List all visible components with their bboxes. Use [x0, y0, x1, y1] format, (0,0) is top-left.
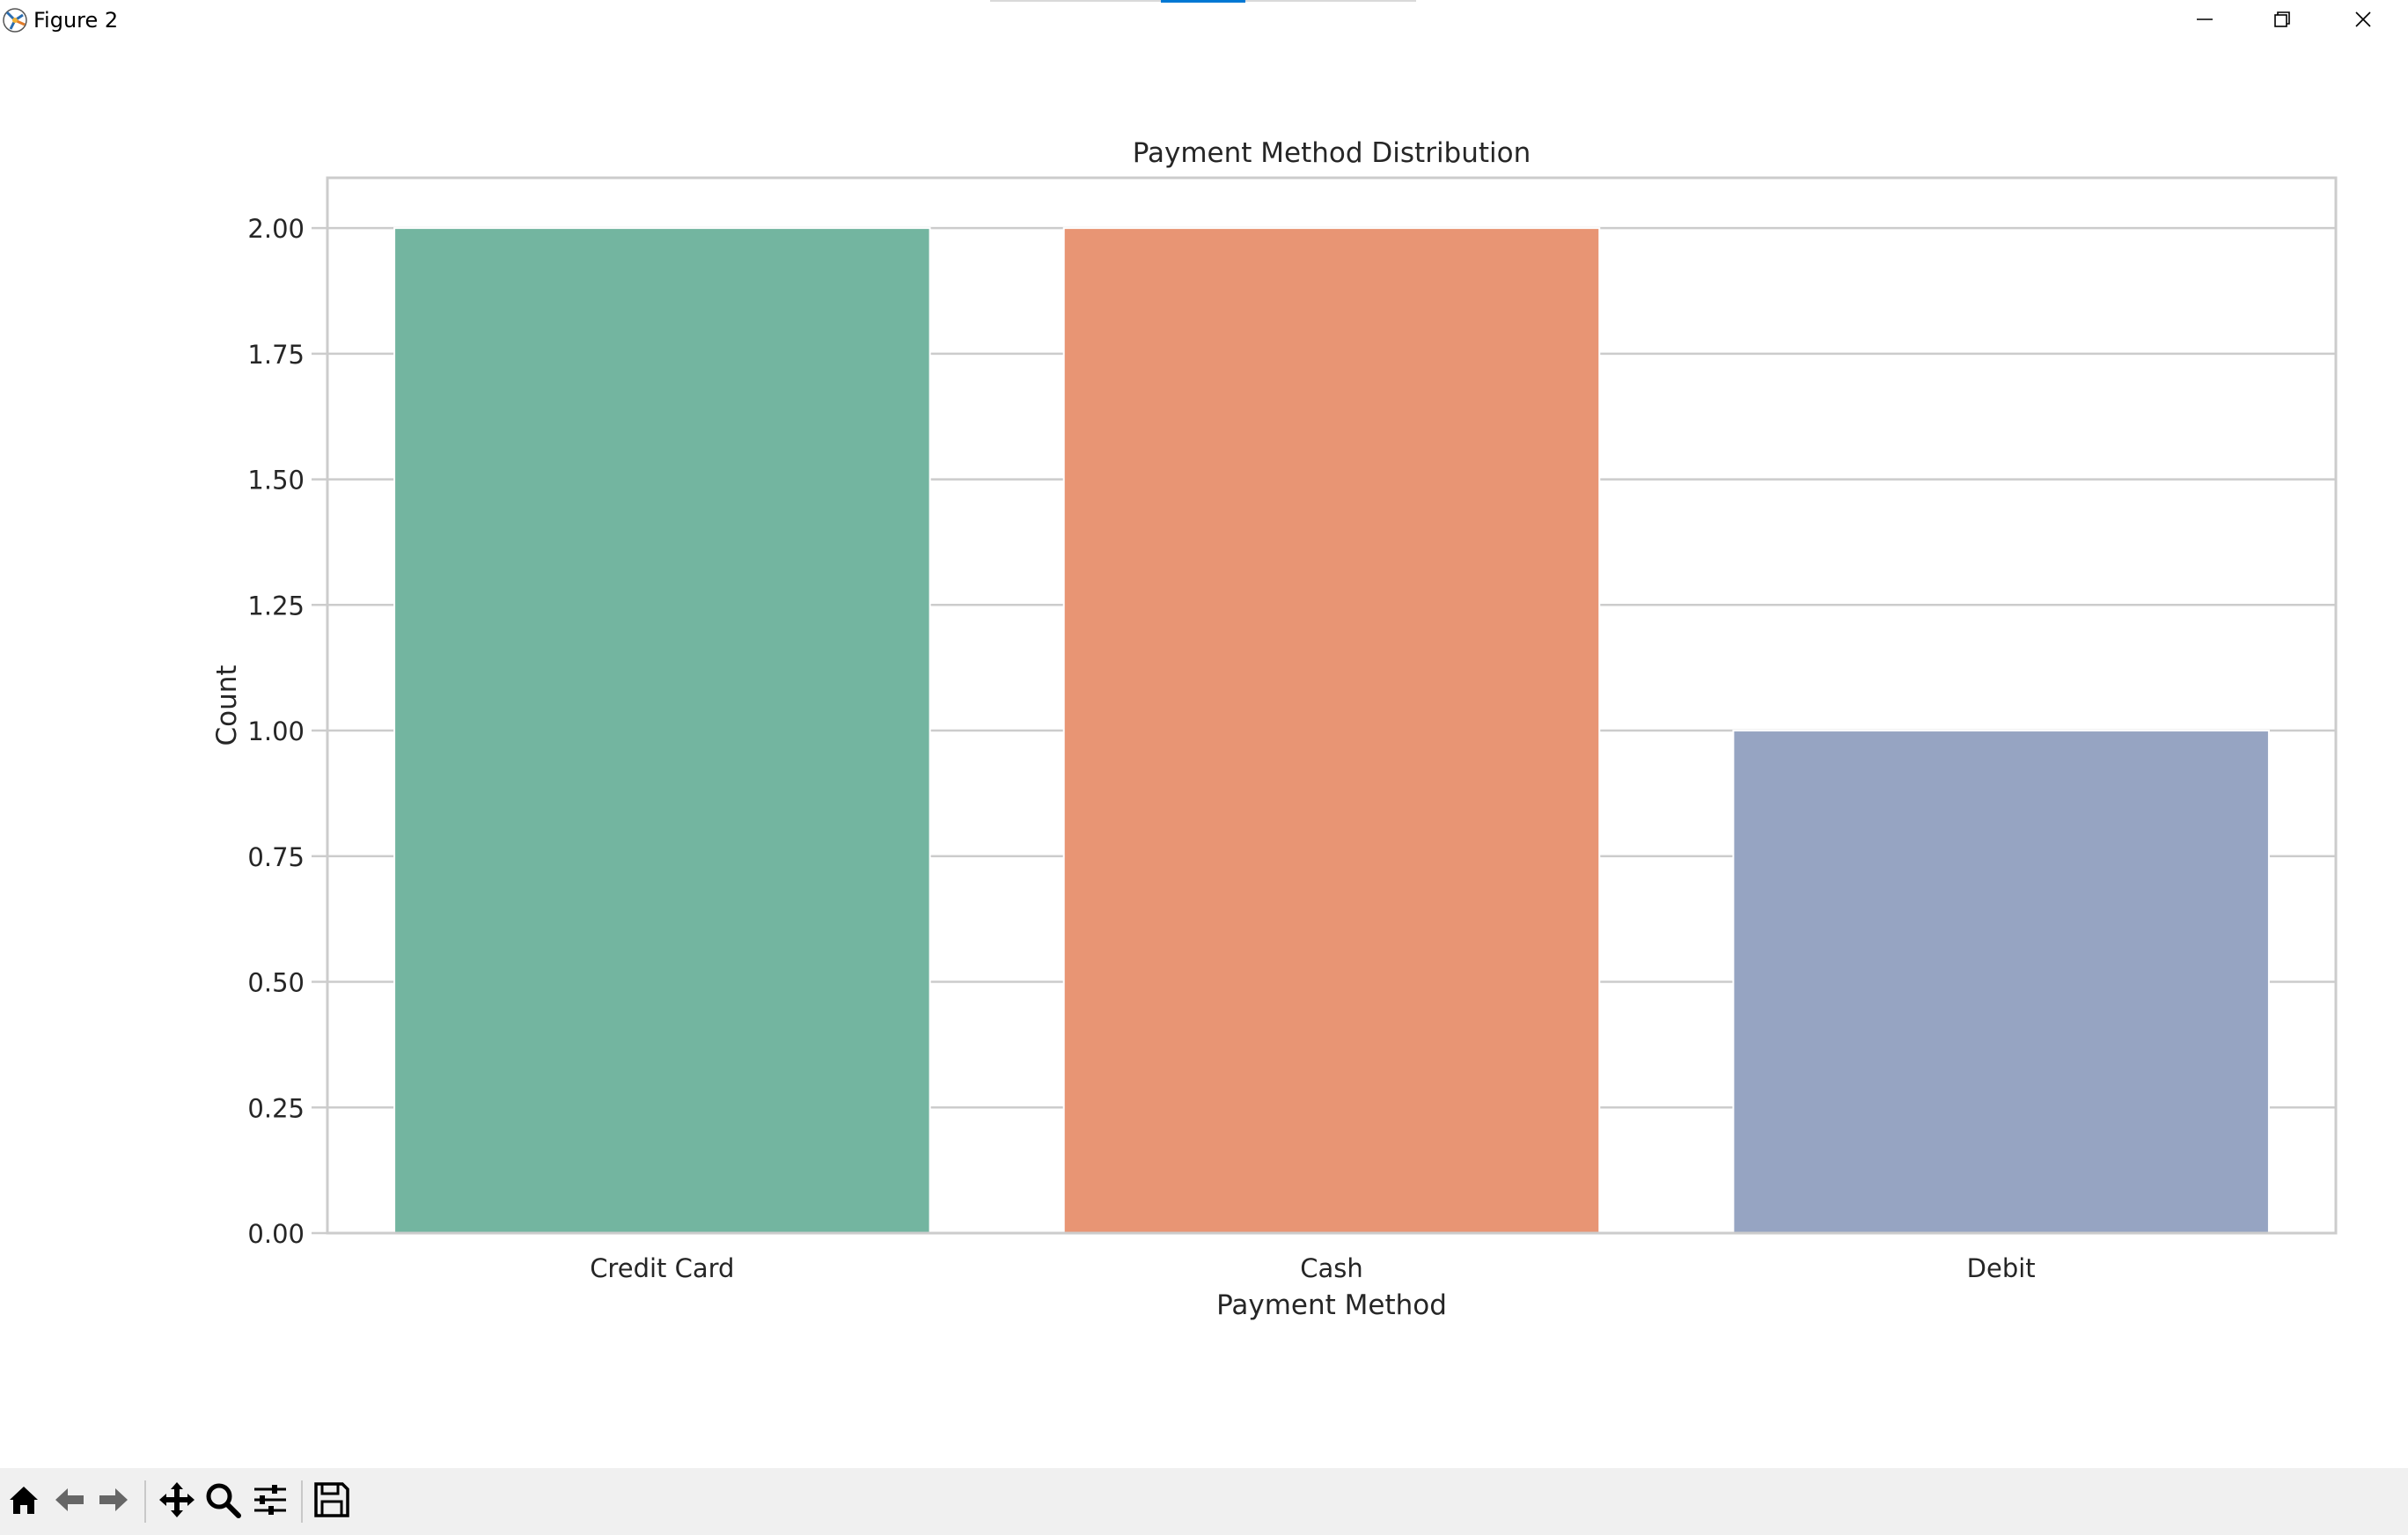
toolbar-separator [301, 1480, 303, 1523]
y-tick-label: 1.25 [247, 591, 305, 621]
restore-button[interactable] [2243, 0, 2322, 39]
y-tick-label: 0.25 [247, 1093, 305, 1123]
x-ticks: Credit Card Cash Debit [590, 1253, 2035, 1283]
title-bar[interactable]: Figure 2 [0, 0, 2408, 40]
close-icon [2353, 10, 2373, 29]
pan-icon [158, 1480, 196, 1523]
back-button[interactable] [48, 1479, 92, 1524]
pan-button[interactable] [155, 1479, 199, 1524]
y-tick-label: 1.75 [247, 340, 305, 370]
y-tick-label: 1.50 [247, 466, 305, 496]
bar-chart: 0.00 0.25 0.50 0.75 1.00 1.25 1.50 1.75 2.00 Cre… [211, 137, 2338, 1321]
y-tick-label: 0.50 [247, 968, 305, 998]
configure-subplots-button[interactable] [248, 1479, 292, 1524]
forward-button[interactable] [92, 1479, 136, 1524]
bars [393, 227, 2270, 1235]
minimize-icon [2195, 10, 2214, 29]
x-tick-label: Debit [1967, 1253, 2036, 1283]
forward-arrow-icon [96, 1482, 131, 1521]
save-icon [312, 1480, 351, 1523]
window-title: Figure 2 [33, 8, 119, 33]
bar-credit-card [393, 227, 931, 1235]
y-tick-label: 1.00 [247, 716, 305, 746]
close-button[interactable] [2324, 0, 2403, 39]
navigation-toolbar [0, 1468, 2408, 1535]
x-tick-label: Cash [1300, 1253, 1363, 1283]
axes-frame [326, 176, 2338, 1235]
save-button[interactable] [310, 1479, 354, 1524]
chart-title: Payment Method Distribution [1133, 137, 1531, 169]
home-icon [6, 1482, 41, 1521]
matplotlib-app-icon [2, 7, 28, 33]
zoom-button[interactable] [201, 1479, 245, 1524]
y-axis-label: Count [211, 665, 243, 745]
back-arrow-icon [52, 1482, 87, 1521]
figure-canvas[interactable]: 0.00 0.25 0.50 0.75 1.00 1.25 1.50 1.75 2.00 Cre… [0, 40, 2408, 1468]
y-ticks: 0.00 0.25 0.50 0.75 1.00 1.25 1.50 1.75 2.00 [247, 214, 327, 1249]
y-tick-label: 0.75 [247, 842, 305, 872]
x-tick-label: Credit Card [590, 1253, 734, 1283]
y-tick-label: 0.00 [247, 1219, 305, 1249]
bar-debit [1732, 730, 2270, 1234]
home-button[interactable] [2, 1479, 46, 1524]
zoom-icon [203, 1480, 242, 1523]
y-tick-label: 2.00 [247, 214, 305, 244]
toolbar-separator [144, 1480, 146, 1523]
snap-indicator-accent [1161, 0, 1245, 3]
bar-cash [1062, 227, 1601, 1235]
x-axis-label: Payment Method [1216, 1289, 1447, 1321]
restore-icon [2272, 10, 2292, 29]
configure-subplots-icon [251, 1480, 290, 1523]
minimize-button[interactable] [2165, 0, 2244, 39]
